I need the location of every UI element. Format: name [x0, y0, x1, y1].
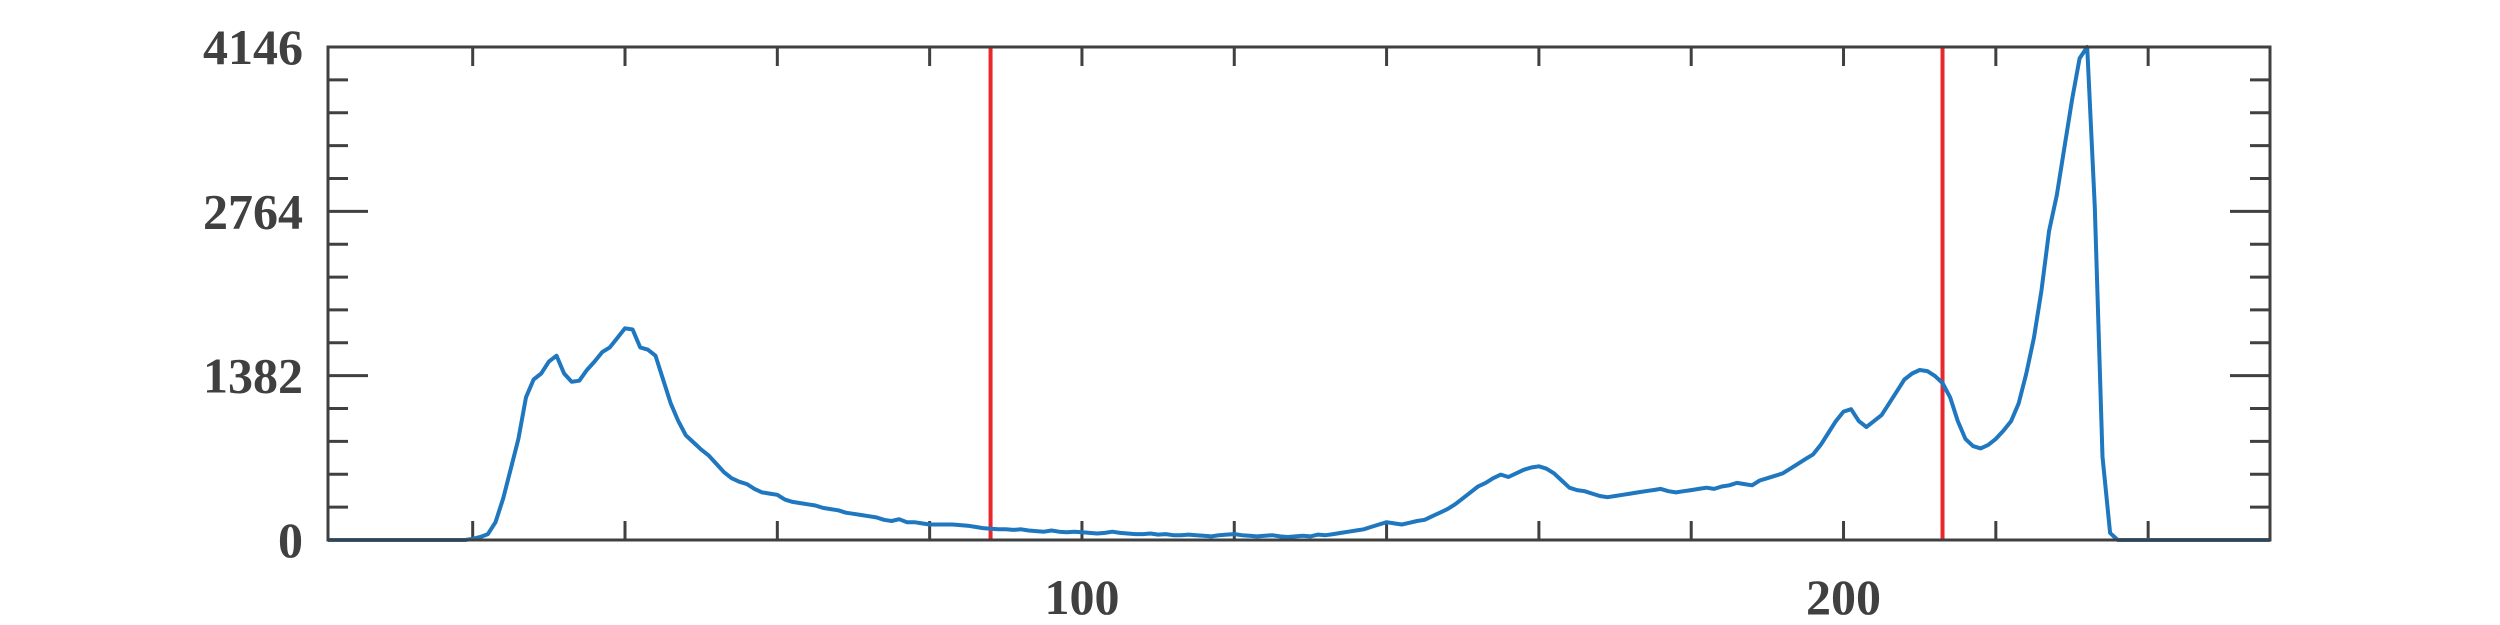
- plot-frame: [326, 45, 2272, 542]
- y-tick-label: 4146: [203, 19, 303, 75]
- threshold-lines: [988, 47, 1945, 540]
- x-tick-label: 100: [1044, 569, 1119, 625]
- tick-labels: 0 1382 2764 4146 100 200: [203, 19, 1881, 625]
- x-tick-label: 200: [1806, 569, 1881, 625]
- y-tick-label: 1382: [203, 348, 303, 404]
- plot-area: [328, 47, 2270, 540]
- series-layer: [328, 45, 2270, 542]
- y-tick-label: 2764: [203, 183, 303, 239]
- histogram-line: [328, 45, 2270, 542]
- y-tick-label: 0: [278, 512, 303, 568]
